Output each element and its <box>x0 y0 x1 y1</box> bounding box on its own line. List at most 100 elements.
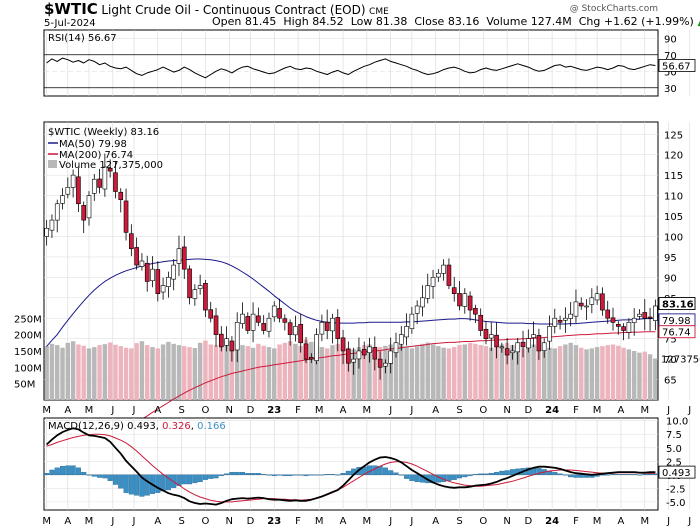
volume-bar <box>346 347 351 400</box>
candle <box>324 309 330 340</box>
candle <box>377 351 383 380</box>
volume-bar <box>626 349 632 400</box>
close-value: 83.16 <box>447 15 480 28</box>
macd-histogram-bar <box>605 474 611 476</box>
price-x-label: N <box>226 405 233 416</box>
volume-bar <box>536 345 542 400</box>
candle <box>605 300 611 324</box>
candle <box>97 168 102 194</box>
candle <box>271 301 277 322</box>
candle-body <box>192 289 198 299</box>
volume-tick-label: 250M <box>14 314 42 325</box>
volume-bar <box>234 342 240 400</box>
volume-tick-label: 200M <box>14 331 42 342</box>
macd-histogram-bar <box>398 474 404 476</box>
ma200-legend: MA(200) 76.74 <box>59 150 133 161</box>
macd-tick-label: -5.0 <box>666 498 686 509</box>
candle <box>160 277 166 300</box>
candle-body <box>610 317 616 323</box>
macd-x-label: A <box>432 516 439 527</box>
candle <box>631 308 637 336</box>
candle-body <box>451 287 457 295</box>
candle <box>409 306 415 334</box>
price-tick-label: 110 <box>664 192 683 203</box>
candle-body <box>91 178 97 194</box>
candle-body <box>526 338 531 349</box>
volume-bar <box>55 345 60 400</box>
price-x-label: O <box>479 405 487 416</box>
macd-histogram-bar <box>197 474 203 483</box>
macd-histogram-bar <box>562 474 568 476</box>
chg-value: +1.62 (+1.99%) <box>603 15 694 28</box>
macd-histogram-bar <box>345 470 351 475</box>
watermark: @ StockCharts.com <box>569 4 658 14</box>
volume-bar <box>176 345 182 400</box>
macd-x-label: 24 <box>545 516 559 527</box>
macd-histogram-bar <box>245 473 251 475</box>
macd-x-label: J <box>687 516 691 527</box>
price-x-label: A <box>432 405 439 416</box>
date-label: 5-Jul-2024 <box>44 18 96 29</box>
volume-bar <box>573 345 579 400</box>
candle <box>536 328 542 360</box>
macd-histogram-bar <box>319 474 325 476</box>
candle-body <box>578 302 584 307</box>
candle <box>478 308 483 337</box>
candle-body <box>520 341 526 348</box>
candle <box>44 220 49 246</box>
macd-histogram-bar <box>335 474 341 476</box>
macd-histogram-bar <box>187 474 193 485</box>
macd-histogram-bar <box>573 474 579 478</box>
macd-x-label: F <box>295 516 301 527</box>
candle <box>60 188 65 210</box>
macd-histogram-bar <box>636 474 643 476</box>
volume-bar <box>473 343 478 400</box>
volume-bar <box>594 347 600 400</box>
candle-body <box>282 318 288 323</box>
candle-body <box>65 187 71 195</box>
candle <box>467 291 473 321</box>
macd-x-label: N <box>503 516 510 527</box>
macd-histogram-bar <box>261 474 267 475</box>
candle-body <box>86 195 92 219</box>
candle-body <box>150 268 155 282</box>
candle <box>250 302 256 343</box>
volume-bar <box>441 347 446 400</box>
volume-bar <box>510 345 515 400</box>
volume-bar <box>563 344 568 400</box>
rsi-legend: RSI(14) 56.67 <box>48 33 117 44</box>
macd-histogram-bar <box>467 474 473 477</box>
macd-histogram-bar <box>49 469 55 475</box>
macd-histogram-bar <box>118 474 124 489</box>
macd-histogram-bar <box>303 474 309 477</box>
candle <box>166 271 171 298</box>
candle-body <box>234 322 240 351</box>
candle-body <box>330 317 335 332</box>
price-x-label: D <box>247 405 255 416</box>
candle <box>578 297 584 310</box>
candle-body <box>605 309 611 319</box>
volume-bar <box>589 348 595 400</box>
price-x-label: D <box>524 405 532 416</box>
candle-body <box>594 293 600 301</box>
candle <box>383 359 388 374</box>
macd-histogram-bar <box>308 474 314 476</box>
candle-body <box>568 313 573 319</box>
candle-body <box>414 305 420 314</box>
price-x-label: A <box>618 405 625 416</box>
volume-bar <box>478 345 483 400</box>
price-x-label: M <box>315 405 324 416</box>
volume-bar <box>457 345 462 400</box>
price-x-label: O <box>202 405 210 416</box>
candle-body <box>319 322 325 335</box>
candle-body <box>245 316 251 331</box>
candle-body <box>356 350 362 360</box>
candle-body <box>483 329 489 339</box>
price-tick-label: 115 <box>664 171 683 182</box>
macd-histogram-bar <box>208 474 214 479</box>
candle-body <box>76 176 81 205</box>
macd-histogram-bar <box>86 474 92 476</box>
rsi-tick-label: 30 <box>664 84 677 95</box>
volume-bar <box>531 344 536 400</box>
volume-label: Volume <box>486 15 528 28</box>
